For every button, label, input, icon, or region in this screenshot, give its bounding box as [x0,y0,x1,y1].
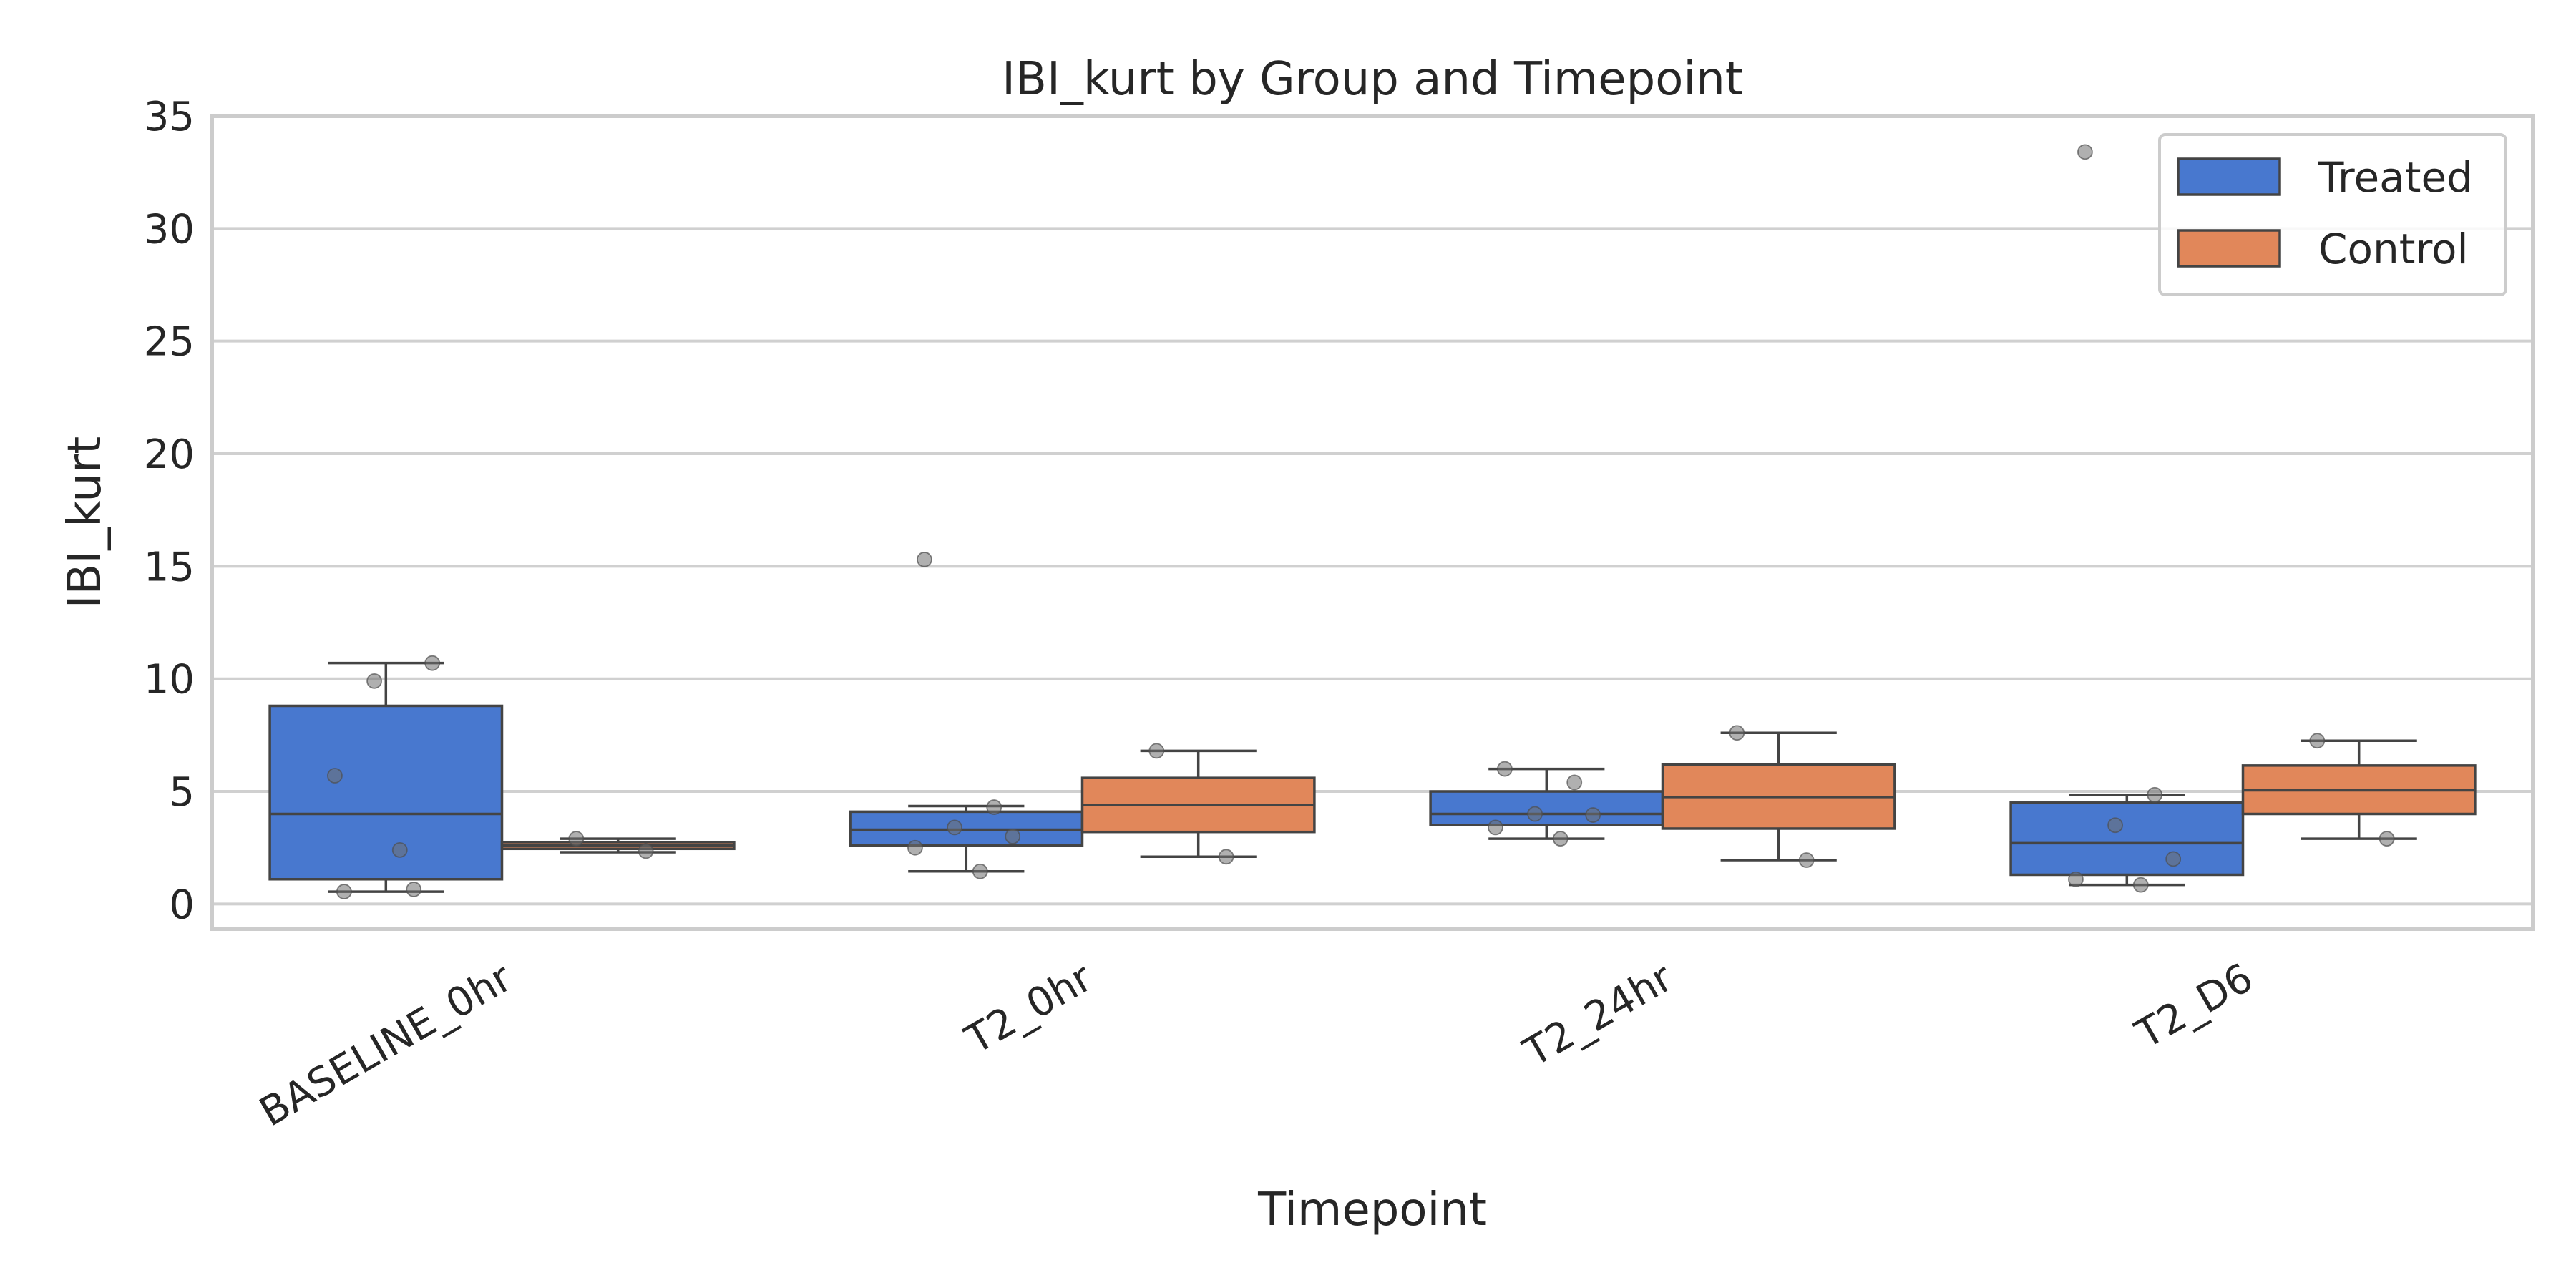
data-point-treated-baseline-0hr-3 [424,655,441,671]
data-point-treated-baseline-0hr-0 [336,884,352,899]
data-point-treated-t2-24hr-1 [1566,774,1583,791]
legend-label-treated: Treated [2318,153,2473,202]
data-point-control-t2-d6-0 [2309,733,2326,749]
y-tick-label-35: 35 [144,94,195,140]
y-tick-label-25: 25 [144,319,195,366]
data-point-treated-t2-24hr-0 [1497,761,1513,777]
data-point-control-baseline-0hr-0 [568,831,585,847]
data-point-treated-t2-0hr-3 [1005,829,1021,844]
box-treated-t2-d6 [2009,801,2245,877]
legend-swatch-control [2177,229,2281,268]
data-point-control-baseline-0hr-1 [638,843,654,859]
data-point-treated-t2-24hr-3 [1585,807,1601,823]
x-axis-label: Timepoint [1257,1184,1487,1236]
x-tick-label-t2-d6: T2_D6 [2127,955,2260,1058]
data-point-treated-t2-0hr-5 [972,863,988,879]
box-treated-t2-24hr [1429,790,1664,826]
legend: Treated Control [2158,133,2507,296]
box-group-treated-t2-0hr [849,804,1084,873]
y-tick-label-10: 10 [144,657,195,703]
data-point-control-t2-0hr-0 [1148,743,1165,759]
y-tick-label-20: 20 [144,431,195,478]
x-tick-label-baseline-0hr: BASELINE_0hr [252,954,520,1136]
y-tick-label-30: 30 [144,206,195,253]
data-point-treated-baseline-0hr-5 [391,841,408,858]
data-point-treated-baseline-0hr-1 [406,882,422,897]
data-point-treated-t2-24hr-2 [1527,806,1543,822]
data-point-treated-t2-d6-1 [2147,786,2163,803]
x-tick-label-t2-24hr: T2_24hr [1516,954,1681,1076]
data-point-treated-t2-0hr-4 [907,839,923,856]
box-group-treated-baseline-0hr [268,661,504,893]
data-point-treated-t2-d6-0 [2077,144,2093,160]
point-layer [327,144,2395,899]
plot-frame [210,114,2535,931]
data-point-treated-t2-0hr-0 [917,552,932,567]
x-tick-labels: BASELINE_0hr T2_0hr T2_24hr T2_D6 [252,954,2260,1136]
data-point-treated-t2-0hr-1 [986,799,1002,815]
x-tick-label-t2-0hr: T2_0hr [957,954,1101,1063]
y-tick-label-5: 5 [169,769,195,816]
data-point-control-t2-0hr-1 [1218,849,1234,865]
box-group-control-t2-0hr [1080,749,1316,859]
data-point-treated-t2-24hr-5 [1552,831,1568,847]
box-group-treated-t2-d6 [2009,794,2245,887]
legend-swatch-treated [2177,157,2281,196]
grid-layer [212,114,2533,906]
data-point-treated-t2-d6-2 [2107,817,2123,834]
box-layer [268,661,2477,893]
y-axis-label: IBI_kurt [59,436,112,609]
box-group-control-t2-24hr [1661,731,1896,862]
y-tick-labels: 0 5 10 15 20 25 30 35 [144,94,195,928]
data-point-treated-t2-d6-4 [2068,871,2084,887]
box-treated-baseline-0hr [268,704,504,881]
data-point-control-t2-d6-1 [2379,831,2395,847]
data-point-treated-baseline-0hr-2 [366,673,382,689]
chart-title: IBI_kurt by Group and Timepoint [1002,53,1743,106]
data-point-control-t2-24hr-0 [1729,725,1745,741]
data-point-treated-baseline-0hr-4 [327,768,343,784]
y-tick-label-15: 15 [144,544,195,590]
data-point-treated-t2-0hr-2 [947,819,962,836]
box-group-treated-t2-24hr [1429,767,1664,840]
box-group-control-t2-d6 [2241,739,2477,840]
data-point-control-t2-24hr-1 [1798,852,1815,868]
y-tick-label-0: 0 [169,882,195,928]
legend-label-control: Control [2318,225,2469,273]
data-point-treated-t2-d6-3 [2165,851,2182,867]
data-point-treated-t2-d6-5 [2132,877,2149,893]
box-group-control-baseline-0hr [500,837,736,854]
data-point-treated-t2-24hr-4 [1488,819,1503,836]
